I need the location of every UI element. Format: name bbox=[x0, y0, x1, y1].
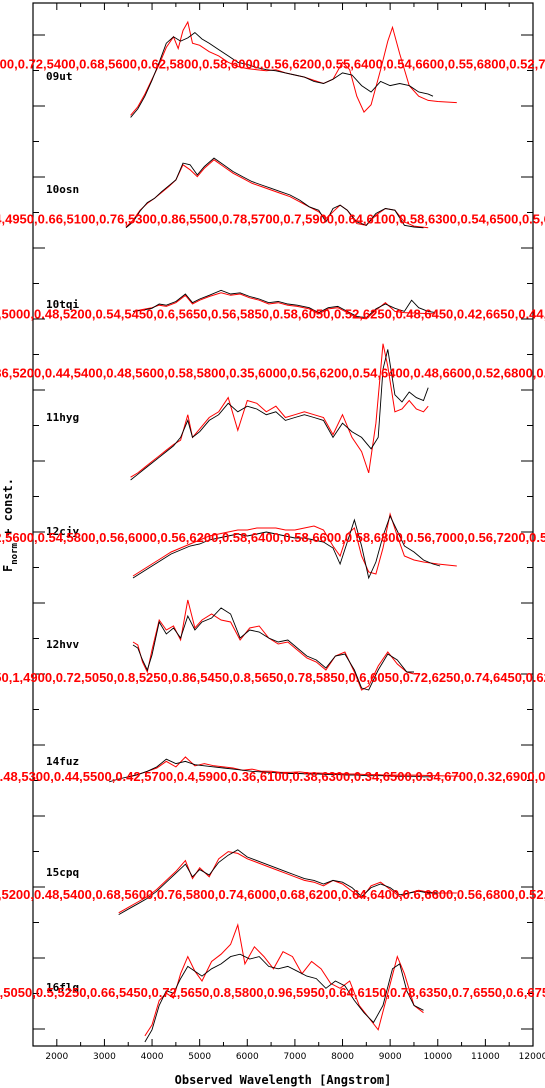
object-label: 12hvv bbox=[46, 638, 79, 651]
object-label: 12cjy bbox=[46, 525, 79, 538]
observed-spectrum-12hvv bbox=[132, 607, 414, 691]
template-label: 3550,0.12,3700,0.2,3850,0.32,4000,0.46,4… bbox=[0, 56, 545, 71]
template-label: 3300,0.08,3500,0.14,3700,0.2,3900,0.26,4… bbox=[0, 887, 545, 902]
object-label: 09ut bbox=[46, 70, 73, 83]
x-tick-label: 3000 bbox=[93, 1052, 116, 1062]
x-tick-label: 4000 bbox=[141, 1052, 164, 1062]
template-label: 3450,0.06,3600,0.14,3750,0.26,3900,0.34,… bbox=[0, 211, 545, 226]
x-tick-label: 2000 bbox=[45, 1052, 68, 1062]
plot-frame bbox=[32, 2, 534, 1047]
observed-spectrum-15cpq bbox=[118, 849, 438, 915]
x-tick-label: 7000 bbox=[283, 1052, 306, 1062]
object-label: 15cpq bbox=[46, 866, 79, 879]
observed-spectrum-16flq bbox=[144, 953, 424, 1043]
template-spectrum-3600,0.1,3800,0.16,4000,0.22,4200,0.28,4400,0.34,4600,0.38,4800,0.42,5000,0.46,5200,0.5,5400,0.52,5600,0.54,5800,0.56,6000,0.56,6200,0.58,6400,0.58,6600,0.58,6800,0.56,7000,0.56,7200 bbox=[132, 512, 457, 577]
x-tick-label: 10000 bbox=[423, 1052, 452, 1062]
template-label: 3550,0.02,3700,0.05,3850,0.09,4000,0.13,… bbox=[0, 366, 545, 381]
x-tick-label: 6000 bbox=[236, 1052, 259, 1062]
template-label: 3850,0.05,4000,0.14,4150,0.34,4300,0.4,4… bbox=[0, 985, 545, 1000]
observed-spectrum-11hyg bbox=[130, 349, 429, 481]
template-spectrum-3550,0.12,3700,0.2,3850,0.32,4000,0.46,4150,0.6,4300,0.76,4450,0.86,4550,0.75,4650,0.92,4750,1,4850,0.8,5000,0.78,5200,0.72,5400,0.68,5600,0.62,5800,0.58,6000,0.56,6200,0.55,6400,0.5 bbox=[130, 20, 457, 116]
template-spectrum-3850,0.05,4000,0.14,4150,0.34,4300,0.4,4450,0.36,4600,0.56,4750,0.7,4900,0.58,5050,0.5,5250,0.66,5450,0.72,5650,0.8,5800,0.96,5950,0.64,6150,0.78,6350,0.7,6550,0.6,6750,0.74,6950,0.7 bbox=[144, 923, 424, 1037]
observed-spectrum-10tqi bbox=[132, 289, 436, 319]
x-tick-label: 8000 bbox=[331, 1052, 354, 1062]
template-spectrum-3500,0.23,3700,0.28,3900,0.34,4100,0.4,4300,0.52,4500,0.42,4700,0.6,4900,0.44,5100,0.48,5300,0.44,5500,0.42,5700,0.4,5900,0.36,6100,0.38,6300,0.34,6500,0.34,6700,0.32,6900,0.32,7100, bbox=[128, 756, 462, 778]
template-label: 3600,0.58,3700,0.55,3800,0.38,3900,0.28,… bbox=[0, 670, 545, 685]
template-spectrum-3300,0.08,3500,0.14,3700,0.2,3900,0.26,4100,0.34,4300,0.44,4500,0.54,4700,0.66,4850,0.46,5000,0.58,5200,0.48,5400,0.68,5600,0.76,5800,0.74,6000,0.68,6200,0.64,6400,0.6,6600,0.56,6800 bbox=[118, 851, 457, 914]
object-label: 10tqi bbox=[46, 298, 79, 311]
x-tick-label: 12000 bbox=[519, 1052, 545, 1062]
object-label: 16flq bbox=[46, 981, 79, 994]
object-label: 14fuz bbox=[46, 755, 79, 768]
observed-spectrum-14fuz bbox=[109, 758, 433, 783]
x-tick-label: 9000 bbox=[379, 1052, 402, 1062]
x-axis-title: Observed Wavelength [Angstrom] bbox=[175, 1073, 392, 1087]
template-label: 3600,0.1,3800,0.16,4000,0.22,4200,0.28,4… bbox=[0, 530, 545, 545]
x-tick-label: 11000 bbox=[471, 1052, 500, 1062]
template-label: 3600,0.3,3800,0.33,4000,0.36,4150,0.4,43… bbox=[0, 307, 545, 322]
template-label: 3500,0.23,3700,0.28,3900,0.34,4100,0.4,4… bbox=[0, 769, 545, 784]
y-axis-title: Fnorm + const. bbox=[1, 478, 20, 572]
observed-spectrum-12cjy bbox=[132, 514, 441, 580]
object-label: 11hyg bbox=[46, 411, 79, 424]
template-spectrum-3600,0.3,3800,0.33,4000,0.36,4150,0.4,4300,0.38,4500,0.44,4700,0.56,4850,0.42,5000,0.48,5200,0.54,5450,0.6,5650,0.56,5850,0.58,6050,0.52,6250,0.48,6450,0.42,6650,0.44,6850,0.4,7050,0 bbox=[132, 292, 436, 320]
object-label: 10osn bbox=[46, 183, 79, 196]
observed-spectrum-09ut bbox=[130, 32, 434, 118]
observed-spectrum-10osn bbox=[125, 157, 424, 229]
x-tick-label: 5000 bbox=[188, 1052, 211, 1062]
template-spectrum-3550,0.02,3700,0.05,3850,0.09,4000,0.13,4150,0.17,4300,0.21,4450,0.25,4600,0.28,4750,0.46,4850,0.3,5000,0.36,5200,0.44,5400,0.48,5600,0.58,5800,0.35,6000,0.56,6200,0.54,6400,0.48,660 bbox=[130, 343, 429, 478]
